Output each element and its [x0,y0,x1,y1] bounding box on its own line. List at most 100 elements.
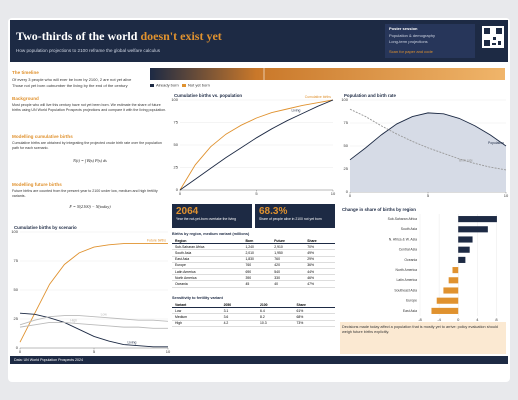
cell: Sub-Saharan Africa [172,243,243,251]
cell: 330 [271,274,305,282]
cell: 4.2 [220,320,258,327]
header-cell: 2100 [257,302,294,309]
line [19,315,169,326]
cell: Europe [172,262,243,269]
cell: 760 [271,256,305,263]
info-box [385,24,475,58]
subtitle: How population projections to 2100 refra… [16,48,161,53]
y-tick-label: 100 [11,229,18,234]
timeline-heading: The timeline [12,70,39,75]
y-tick-label: N. Africa & W. Asia [389,237,417,241]
y-tick-label: Oceania [404,258,417,262]
cell: 1,240 [242,243,272,251]
cell: 73% [293,320,335,327]
y-tick-label: Southeast Asia [394,288,417,292]
cell: 10.3 [257,320,294,327]
area [350,112,506,192]
cell: 690 [242,268,272,276]
table: Variant 2050 2100 Share Low 3.1 6.4 61% Medium 3.… [172,302,335,327]
cell: 1,950 [271,249,305,257]
cell: 390 [242,274,272,282]
cell: 49% [304,249,335,257]
x-tick-label: 5 [93,349,96,354]
y-tick-label: 75 [344,120,349,125]
series-label: Future births [147,238,166,242]
cell: 8.2 [257,313,294,321]
line [179,99,334,191]
cell: 36% [304,262,335,269]
y-tick-label: 50 [344,143,349,148]
bar [436,297,459,304]
cell: North America [172,274,243,282]
cell: 760 [242,262,272,269]
x-tick-label: 10 [504,193,509,198]
cell: 47% [304,280,335,288]
header-cell: Region [172,238,243,245]
cell: Oceania [172,280,243,288]
table-header: Variant 2050 2100 Share [172,302,335,309]
table-row: High 4.2 10.3 73% [172,320,335,327]
x-tick-label: 10 [166,349,171,354]
table-row: Low 3.1 6.4 61% [172,307,335,315]
title: Two-thirds of the world doesn't exist ye… [16,29,222,43]
x-tick-label: 5 [427,193,430,198]
bar [458,216,497,223]
cell: 3.1 [220,307,258,315]
card [8,18,510,382]
line [19,322,168,329]
y-tick-label: 0 [176,187,179,192]
x-tick-label: 4 [476,317,479,322]
y-tick-label: Sub-Saharan Africa [388,217,418,221]
x-tick-label: 0 [349,193,352,198]
cell: 2,010 [242,249,272,257]
y-tick-label: 50 [174,142,179,147]
series-label: Low [101,313,108,317]
line [349,112,507,161]
y-tick-label: Latin America [396,278,417,282]
cell: East Asia [172,256,243,263]
series-label: Cumulative births [305,95,331,99]
cell: 420 [271,262,305,269]
cell: 44% [304,268,335,276]
y-tick-label: 25 [14,316,19,321]
note-text: Decisions made today affect a population… [342,325,498,334]
x-tick-label: 0 [179,191,182,196]
section-heading: Modelling future births [12,182,62,187]
chart-title: Cumulative births by scenario [14,225,77,230]
chart-title: Change in share of births by region [342,207,416,212]
y-tick-label: 75 [174,120,179,125]
section-text: Cumulative births are obtained by integr… [12,141,162,150]
formula: N(t) = ∫ B(s) P(s) ds [73,158,107,163]
qr-code [482,26,504,48]
series-label: Living [292,108,301,112]
cell: 40 [271,280,305,288]
header-cell: Born [242,238,272,245]
y-tick-label: North America [396,268,418,272]
info-line: Poster session [389,26,418,31]
table-row: North America 390 330 46% [172,274,335,282]
section-heading: Modelling cumulative births [12,134,73,139]
series-label: Birth rate [459,158,473,162]
cell: 70% [304,243,335,251]
table-row: Europe 760 420 36% [172,262,335,269]
y-tick-label: 50 [14,287,19,292]
cell: 45 [242,280,272,288]
bar [458,236,473,243]
footer-text: Data: UN World Population Prospects 2024 [14,358,83,362]
y-tick-label: South Asia [401,227,417,231]
bar [458,226,488,233]
table-row: Latin America 690 540 44% [172,268,335,276]
timeline-bar [150,68,505,80]
legend-swatch [182,84,186,87]
y-tick-label: 25 [174,165,179,170]
line [179,99,334,191]
stat-box: 68.3% Share of people alive in 2100 not y… [255,204,335,228]
y-tick-label: 25 [344,166,349,171]
table-row: Oceania 45 40 47% [172,280,335,288]
table-row: Sub-Saharan Africa 1,240 2,910 70% [172,243,335,251]
y-tick-label: Central Asia [399,248,417,252]
bar [458,246,470,253]
y-tick-label: 0 [346,189,349,194]
